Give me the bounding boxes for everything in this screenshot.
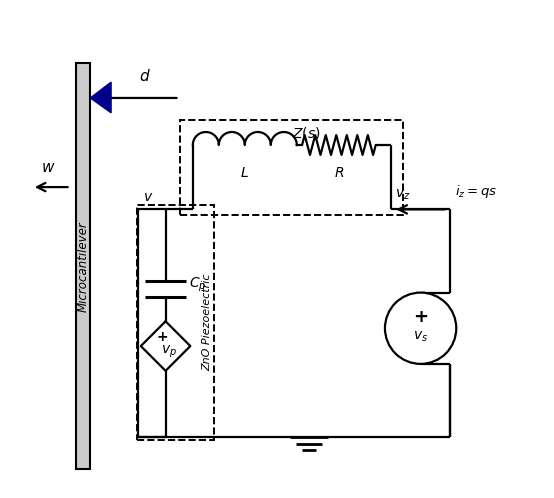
Text: $v_s$: $v_s$ bbox=[413, 330, 428, 344]
Text: $v_p$: $v_p$ bbox=[161, 344, 177, 360]
Bar bbox=[137, 205, 214, 440]
Text: $C_p$: $C_p$ bbox=[189, 275, 206, 294]
Text: $v_z$: $v_z$ bbox=[395, 188, 411, 202]
Bar bbox=[76, 63, 90, 470]
Text: $i_z = qs$: $i_z = qs$ bbox=[455, 183, 497, 201]
Text: $v$: $v$ bbox=[143, 190, 153, 205]
Text: +: + bbox=[413, 308, 428, 326]
Polygon shape bbox=[90, 82, 111, 113]
Text: $Z(s)$: $Z(s)$ bbox=[293, 125, 321, 141]
Text: $R$: $R$ bbox=[334, 166, 344, 180]
Circle shape bbox=[385, 293, 456, 364]
Text: $w$: $w$ bbox=[41, 160, 55, 175]
Text: $d$: $d$ bbox=[139, 68, 151, 84]
Bar bbox=[181, 120, 403, 215]
Text: ZnO Piezoelectric: ZnO Piezoelectric bbox=[203, 274, 213, 372]
Text: +: + bbox=[156, 330, 168, 344]
Text: Microcantilever: Microcantilever bbox=[77, 221, 90, 312]
Text: $L$: $L$ bbox=[240, 166, 249, 180]
